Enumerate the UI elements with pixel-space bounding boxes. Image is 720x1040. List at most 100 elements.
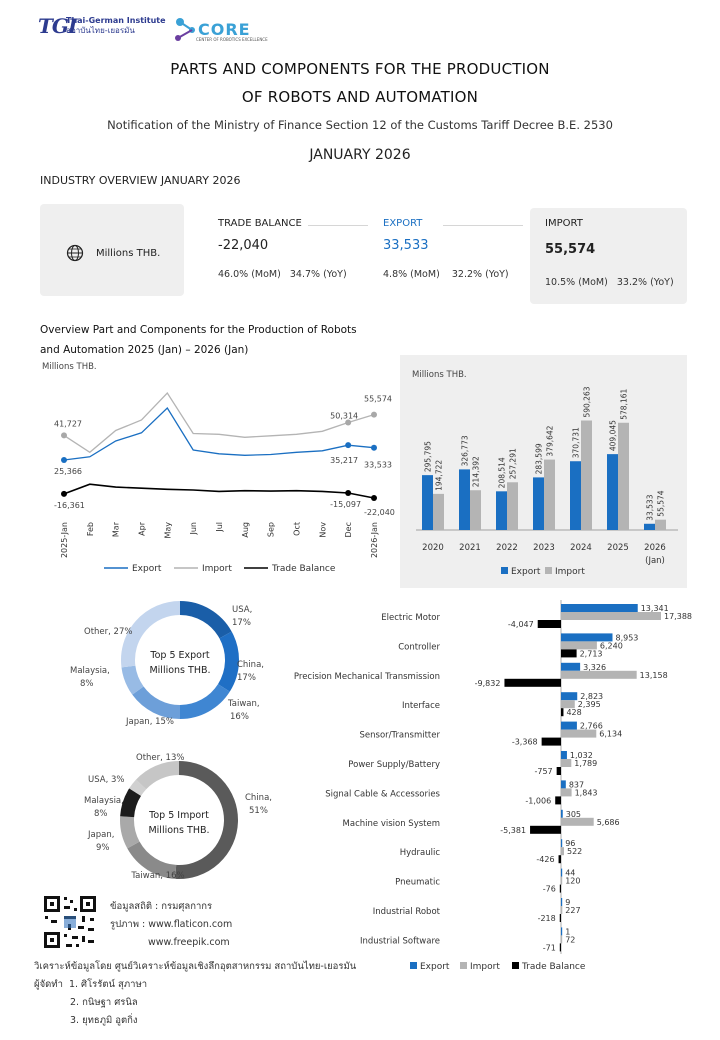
x-tick-label: 2025-Jan [60, 522, 69, 558]
bar-trade-balance [558, 855, 561, 864]
bar-value-label: 55,574 [657, 490, 666, 516]
donut-slice-pct: 16% [230, 712, 249, 722]
donut-slice [135, 761, 180, 790]
donut-slice [127, 841, 177, 879]
legend-swatch [512, 962, 519, 969]
section-title-line1: Overview Part and Components for the Pro… [40, 324, 357, 336]
category-label: Machine vision System [343, 819, 440, 829]
data-label: 33,533 [364, 461, 392, 470]
bar-import [561, 759, 572, 767]
bar-value-label: 214,392 [472, 456, 481, 487]
section-title: Overview Part and Components for the Pro… [40, 320, 357, 360]
bar-import [581, 420, 592, 530]
x-tick-label: Jun [189, 522, 198, 536]
import-change: 10.5% (MoM) 33.2% (YoY) [545, 277, 674, 288]
bar-export [496, 491, 507, 530]
credit-source: ข้อมูลสถิติ : กรมศุลกากร [110, 901, 213, 912]
category-label: Controller [398, 642, 440, 652]
bar-export [459, 469, 470, 530]
bar-value-label: 1,843 [575, 788, 598, 797]
core-logo-subtitle: CENTER OF ROBOTICS EXCELLENCE [196, 37, 268, 42]
report-month: JANUARY 2026 [309, 147, 411, 163]
donut-slice-pct: 9% [96, 843, 110, 853]
bar-export [561, 692, 578, 701]
export-card: EXPORT 33,533 4.8% (MoM) 32.2% (YoY) [383, 218, 523, 280]
category-label: Power Supply/Battery [348, 760, 440, 770]
x-tick-sublabel: (Jan) [645, 556, 665, 566]
qr-code-icon[interactable] [42, 894, 98, 950]
bar-value-label: 44 [565, 869, 575, 878]
legend-label: Import [202, 564, 232, 574]
bar-value-label: 326,773 [461, 435, 470, 466]
x-tick-label: 2020 [422, 543, 444, 553]
tgi-name-en: Thai-German Institute [66, 16, 166, 25]
series-line-export [63, 406, 375, 461]
import-yoy: 33.2% (YoY) [616, 277, 674, 288]
bar-value-label: 17,388 [664, 612, 692, 621]
donut-slice-label: Japan, 15% [125, 717, 174, 727]
trade-balance-change: 46.0% (MoM) 34.7% (YoY) [218, 269, 368, 280]
bar-value-label: 409,045 [609, 420, 618, 451]
donut-slice [120, 816, 140, 849]
data-point [371, 411, 377, 418]
donut-slice-label: China, [237, 660, 264, 670]
credit-images2: www.freepik.com [148, 937, 230, 948]
bar-import [561, 729, 597, 738]
x-tick-label: 2021 [459, 543, 481, 553]
bar-export [561, 721, 577, 730]
bar-value-label: 2,766 [580, 722, 603, 731]
donut-slice-pct: 51% [249, 806, 268, 816]
import-mom: 10.5% (MoM) [545, 277, 608, 288]
trade-balance-yoy: 34.7% (YoY) [289, 269, 347, 280]
bar-trade-balance [561, 708, 564, 717]
bar-import [561, 670, 637, 679]
bar-import [561, 935, 563, 944]
bar-value-label: 120 [565, 877, 580, 886]
credit-prepared-by: ผู้จัดทำ [34, 979, 63, 990]
bar-trade-balance [561, 649, 577, 658]
bar-value-label: 8,953 [615, 633, 638, 642]
bar-value-label: 305 [566, 810, 581, 819]
donut-slice-label: Other, 27% [84, 627, 132, 637]
bar-value-label: -757 [534, 767, 552, 776]
bar-value-label: 72 [565, 935, 575, 944]
trade-balance-label: TRADE BALANCE [218, 218, 302, 229]
bar-trade-balance [504, 678, 561, 687]
x-tick-label: 2023 [533, 543, 555, 553]
x-tick-label: Apr [138, 521, 147, 536]
export-change: 4.8% (MoM) 32.2% (YoY) [383, 269, 523, 280]
bar-value-label: 194,722 [435, 460, 444, 491]
bar-value-label: -76 [543, 885, 556, 894]
bar-export [561, 662, 581, 671]
category-label: Signal Cable & Accessories [325, 789, 440, 799]
core-logo-text: CORE [198, 20, 251, 39]
bar-value-label: 590,263 [583, 386, 592, 417]
donut-slice-label: Other, 13% [136, 753, 184, 763]
bar-import [561, 817, 594, 826]
credits-sources: ข้อมูลสถิติ : กรมศุลกากร รูปภาพ : www.fl… [110, 898, 232, 952]
legend-swatch [545, 567, 552, 574]
bar-value-label: 370,731 [572, 427, 581, 458]
data-label: -15,097 [330, 500, 361, 509]
bar-value-label: 6,240 [600, 641, 623, 650]
bar-value-label: -426 [536, 855, 554, 864]
donut-slice-label: Taiwan, [227, 699, 260, 709]
export-yoy: 32.2% (YoY) [451, 269, 509, 280]
x-tick-label: 2026 [644, 543, 666, 553]
legend-label: Export [132, 564, 162, 574]
donut-slice-label: Malaysia, [70, 666, 110, 676]
chart-unit-label: Millions THB. [412, 370, 467, 380]
x-tick-label: Dec [344, 522, 353, 537]
bar-value-label: 208,514 [498, 457, 507, 488]
bar-value-label: -218 [538, 914, 556, 923]
divider [443, 225, 523, 226]
x-tick-label: 2024 [570, 543, 592, 553]
data-label: -16,361 [54, 501, 85, 510]
export-value: 33,533 [383, 238, 429, 253]
bar-export [644, 523, 655, 530]
bar-value-label: 227 [565, 906, 580, 915]
bar-value-label: -9,832 [475, 679, 501, 688]
bar-export [533, 477, 544, 530]
bar-value-label: 257,291 [509, 448, 518, 479]
